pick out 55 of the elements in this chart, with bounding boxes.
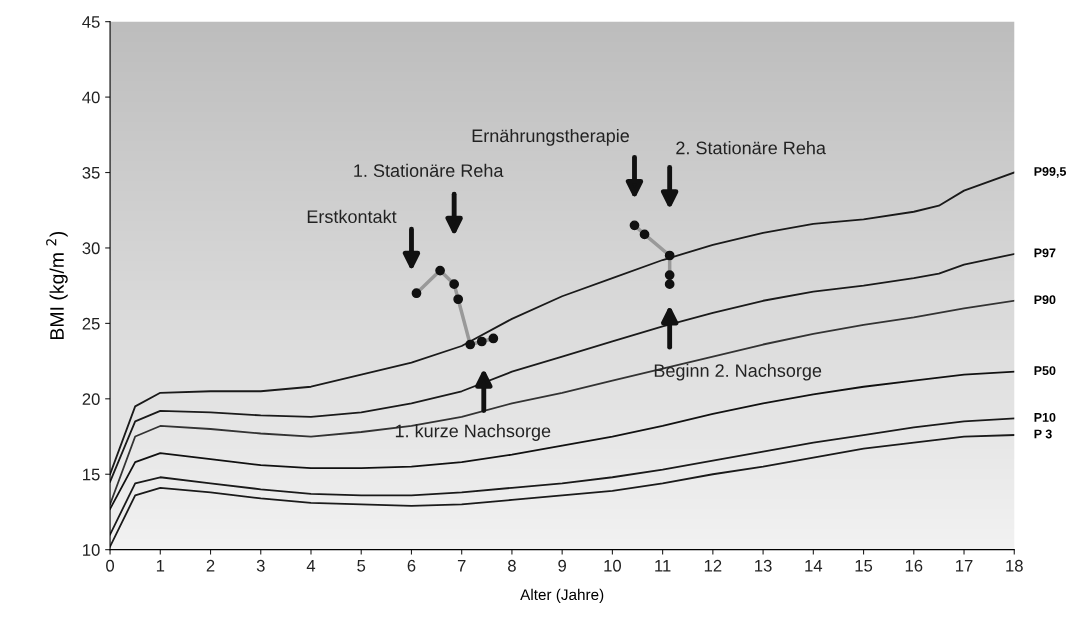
y-tick-label: 15 bbox=[83, 468, 100, 481]
x-tick-label: 16 bbox=[905, 559, 923, 572]
annotation: 2. Stationäre Reha bbox=[676, 141, 826, 155]
y-axis-title: BMI (kg/m $^{2}$) bbox=[46, 231, 68, 339]
y-tick-label: 30 bbox=[82, 242, 100, 255]
x-tick-label: 9 bbox=[558, 559, 566, 572]
x-tick-label: 5 bbox=[357, 560, 366, 572]
x-tick-label: 12 bbox=[704, 559, 722, 572]
annotation: Erstkontakt bbox=[307, 209, 397, 224]
x-tick-label: 14 bbox=[805, 560, 823, 572]
point bbox=[664, 270, 675, 280]
point bbox=[411, 288, 422, 299]
annotation: Ernährungstherapie bbox=[472, 128, 629, 146]
y-tick-label: 35 bbox=[82, 166, 100, 179]
x-tick-label: 15 bbox=[855, 560, 873, 572]
point bbox=[639, 229, 650, 240]
point bbox=[476, 336, 487, 347]
x-tick-label: 13 bbox=[755, 559, 772, 572]
y-tick-label: 20 bbox=[82, 393, 100, 406]
x-tick-label: 7 bbox=[457, 560, 466, 572]
point bbox=[449, 279, 460, 290]
y-tick-label: 40 bbox=[82, 91, 100, 104]
x-tick-label: 10 bbox=[604, 559, 622, 572]
x-tick-label: 3 bbox=[256, 559, 265, 572]
x-tick-label: 11 bbox=[655, 560, 671, 572]
x-axis-title: Alter (Jahre) bbox=[520, 588, 604, 604]
x-tick-label: 17 bbox=[956, 560, 973, 572]
annotation: 1. kurze Nachsorge bbox=[395, 424, 551, 441]
point bbox=[629, 220, 640, 231]
point bbox=[453, 294, 464, 305]
x-tick-label: 1 bbox=[156, 560, 165, 572]
point bbox=[488, 333, 499, 344]
x-tick-label: 4 bbox=[306, 560, 316, 572]
x-tick-label: 0 bbox=[106, 559, 115, 572]
y-tick-label: 10 bbox=[83, 544, 100, 556]
x-tick-label: 2 bbox=[206, 559, 215, 572]
series-label: P50 bbox=[1034, 366, 1056, 376]
y-tick-label: 25 bbox=[82, 317, 100, 330]
point bbox=[435, 265, 445, 276]
x-tick-label: 6 bbox=[407, 559, 416, 572]
x-tick-label: 18 bbox=[1006, 559, 1023, 572]
y-tick-label: 45 bbox=[82, 16, 100, 28]
series-label: P 3 bbox=[1034, 429, 1052, 439]
series-label: P90 bbox=[1034, 295, 1056, 305]
point bbox=[664, 279, 675, 290]
annotation: Beginn 2. Nachsorge bbox=[654, 363, 822, 381]
point bbox=[664, 250, 675, 261]
annotation: 1. Stationäre Reha bbox=[354, 163, 504, 178]
series-label: P99,5 bbox=[1034, 167, 1067, 178]
line-series bbox=[110, 417, 1015, 536]
series-label: P10 bbox=[1034, 412, 1056, 422]
x-tick-label: 8 bbox=[508, 559, 516, 572]
point bbox=[465, 339, 476, 350]
line-series bbox=[110, 299, 1015, 506]
series-label: P97 bbox=[1034, 248, 1056, 258]
